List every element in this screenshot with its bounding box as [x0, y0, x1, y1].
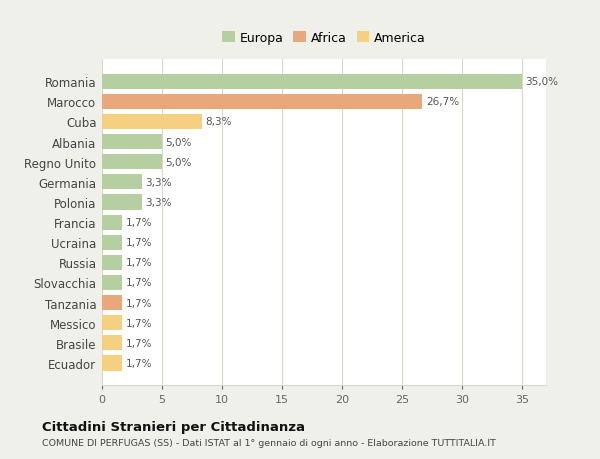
Bar — [102, 235, 122, 250]
Bar — [102, 115, 202, 130]
Text: 1,7%: 1,7% — [126, 258, 152, 268]
Bar — [102, 336, 122, 351]
Bar — [102, 155, 162, 170]
Bar — [102, 255, 122, 270]
Bar — [102, 135, 162, 150]
Text: Cittadini Stranieri per Cittadinanza: Cittadini Stranieri per Cittadinanza — [42, 420, 305, 433]
Bar — [102, 74, 522, 90]
Text: 5,0%: 5,0% — [166, 137, 192, 147]
Text: 8,3%: 8,3% — [205, 117, 232, 127]
Bar — [102, 315, 122, 330]
Bar — [102, 95, 422, 110]
Text: 1,7%: 1,7% — [126, 278, 152, 288]
Text: 26,7%: 26,7% — [426, 97, 459, 107]
Bar — [102, 175, 142, 190]
Bar — [102, 215, 122, 230]
Text: 3,3%: 3,3% — [145, 178, 172, 187]
Text: 1,7%: 1,7% — [126, 218, 152, 228]
Text: COMUNE DI PERFUGAS (SS) - Dati ISTAT al 1° gennaio di ogni anno - Elaborazione T: COMUNE DI PERFUGAS (SS) - Dati ISTAT al … — [42, 438, 496, 448]
Legend: Europa, Africa, America: Europa, Africa, America — [217, 27, 431, 50]
Bar — [102, 296, 122, 310]
Text: 1,7%: 1,7% — [126, 298, 152, 308]
Text: 35,0%: 35,0% — [526, 77, 559, 87]
Text: 1,7%: 1,7% — [126, 238, 152, 248]
Text: 3,3%: 3,3% — [145, 197, 172, 207]
Text: 1,7%: 1,7% — [126, 358, 152, 368]
Text: 1,7%: 1,7% — [126, 318, 152, 328]
Text: 5,0%: 5,0% — [166, 157, 192, 168]
Text: 1,7%: 1,7% — [126, 338, 152, 348]
Bar — [102, 356, 122, 371]
Bar — [102, 275, 122, 291]
Bar — [102, 195, 142, 210]
